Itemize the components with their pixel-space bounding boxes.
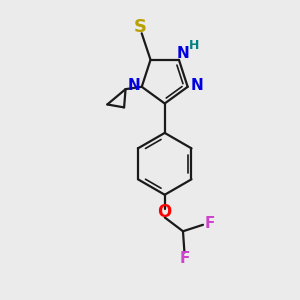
Text: N: N — [127, 78, 140, 93]
Text: F: F — [179, 251, 190, 266]
Text: O: O — [158, 203, 172, 221]
Text: N: N — [177, 46, 190, 61]
Text: S: S — [134, 18, 147, 36]
Text: F: F — [204, 216, 215, 231]
Text: N: N — [190, 78, 203, 93]
Text: H: H — [189, 39, 200, 52]
